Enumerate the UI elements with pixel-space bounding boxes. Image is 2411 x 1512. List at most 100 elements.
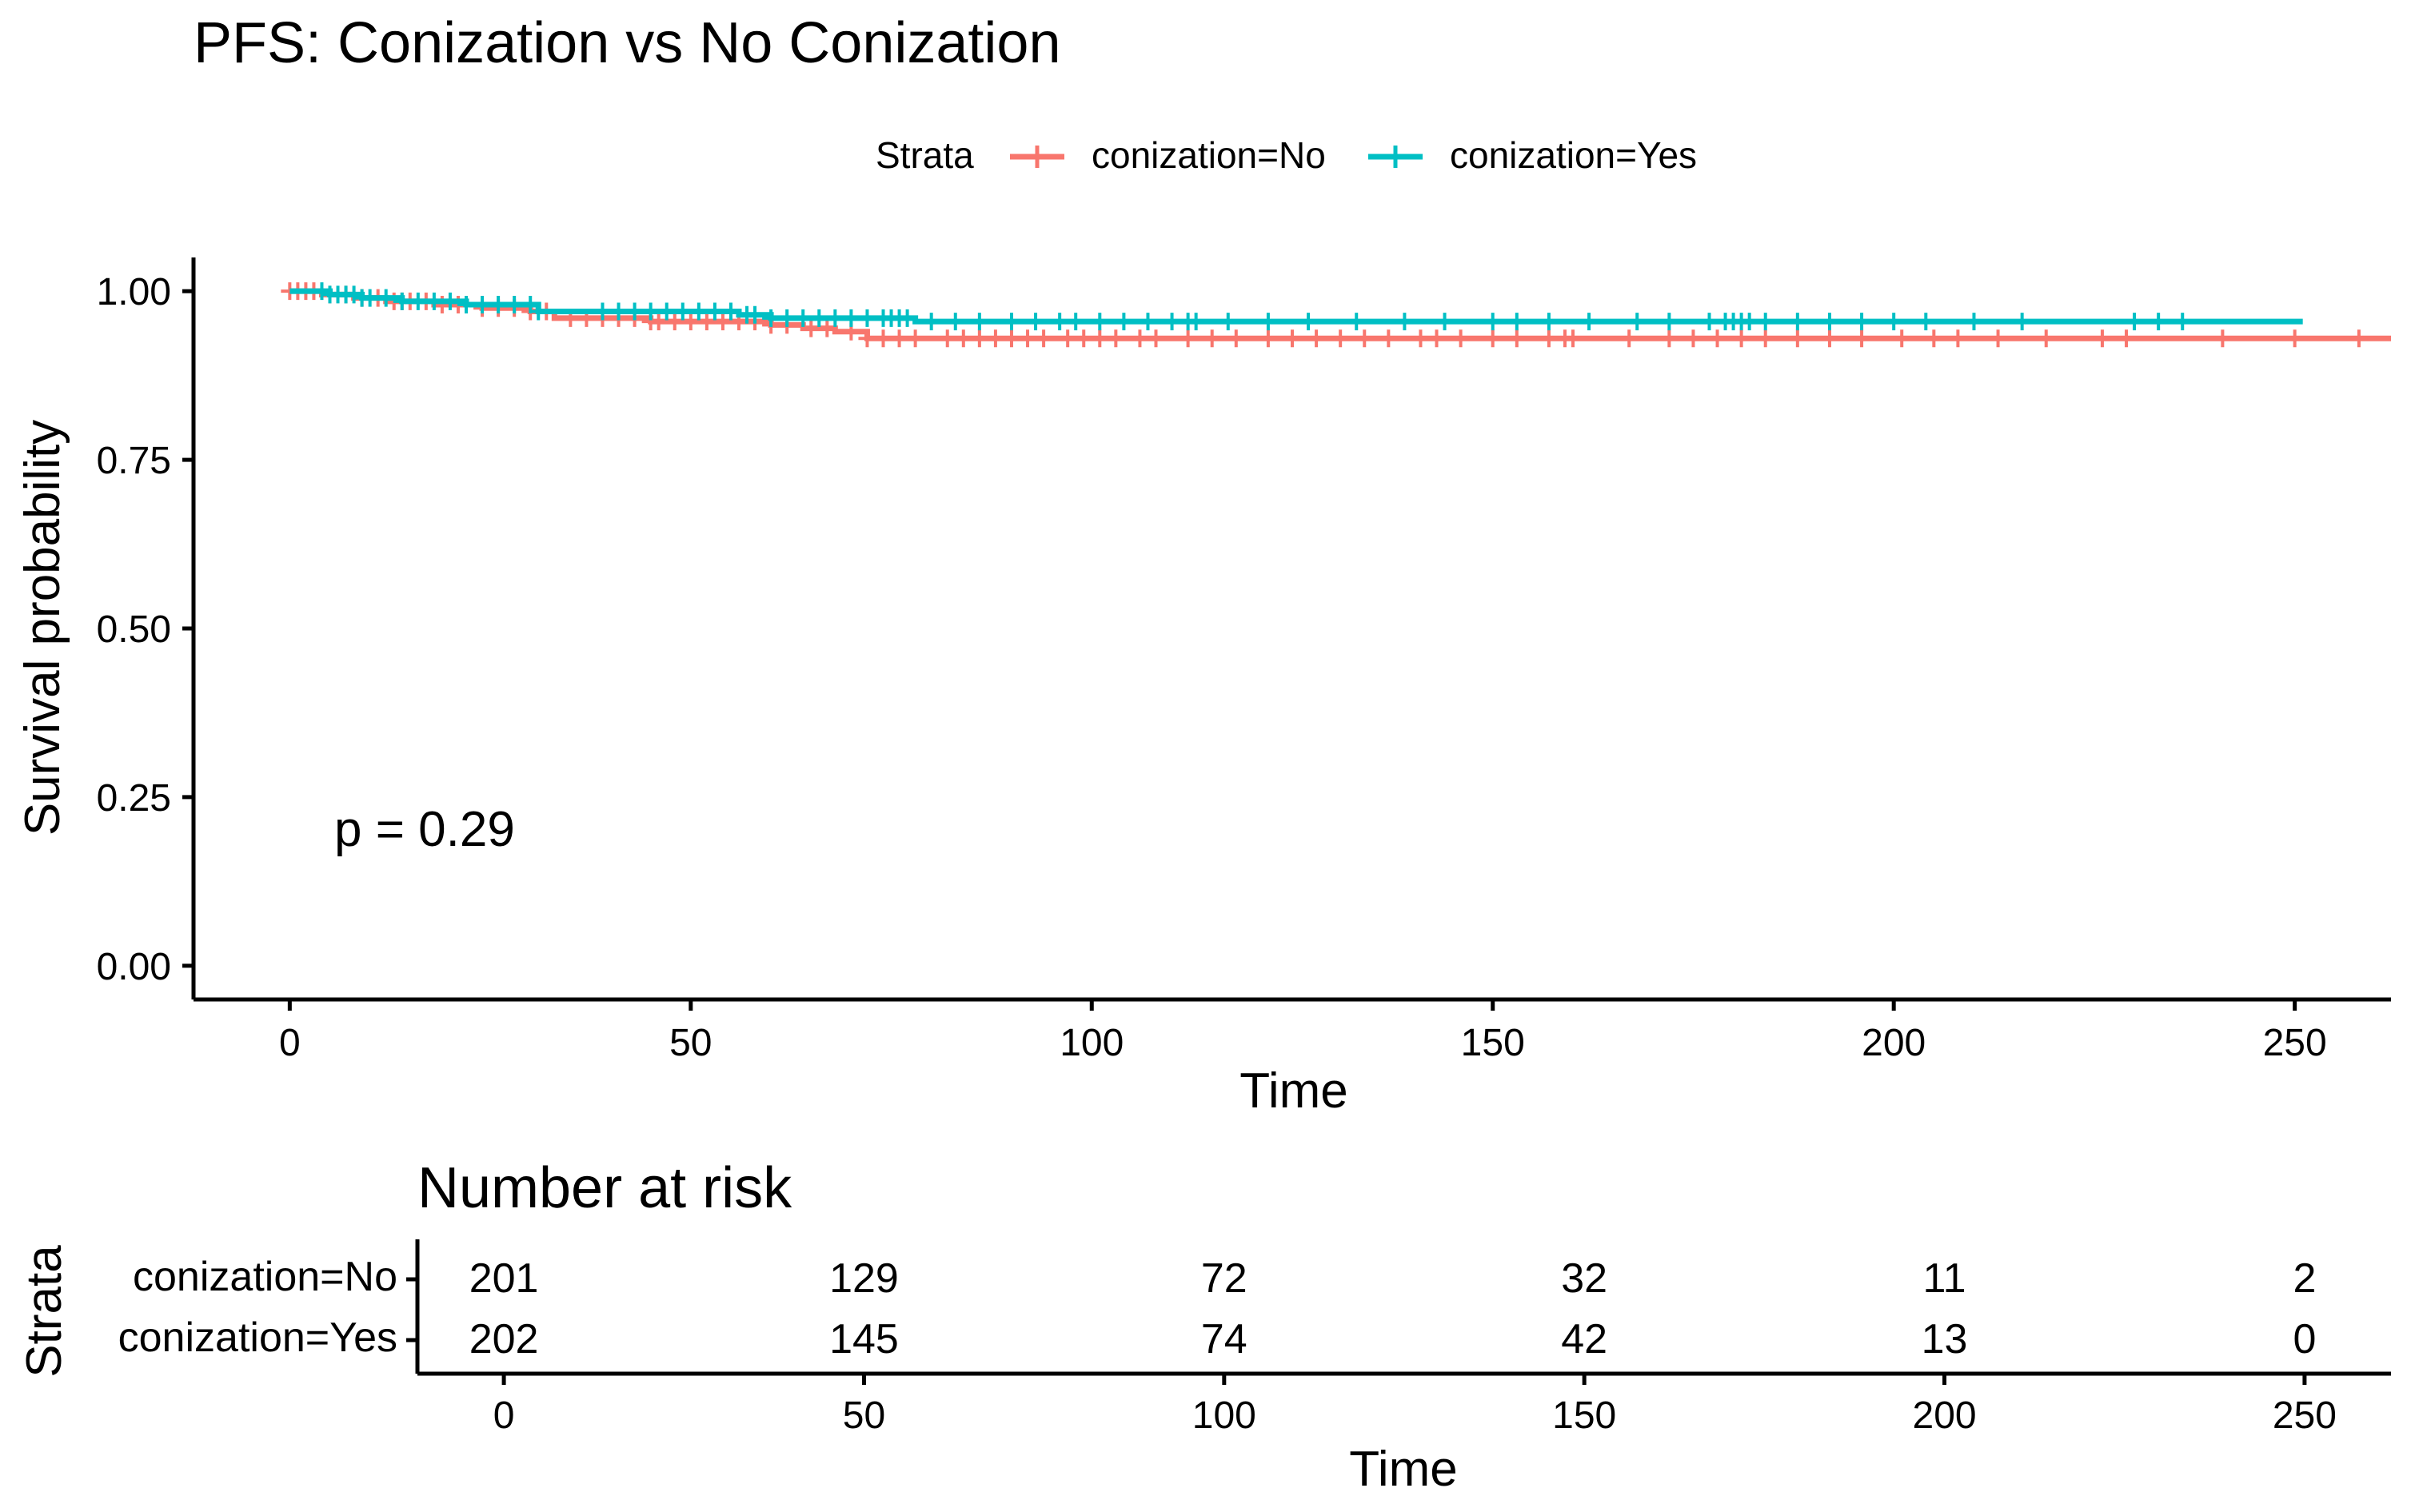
- risk-cell: 201: [469, 1255, 539, 1302]
- y-tick-label: 0.00: [97, 946, 171, 988]
- censor-mark: [858, 329, 876, 348]
- risk-table-axes: 0 50 100 150 200 250: [406, 1239, 2391, 1437]
- censor-mark: [2037, 329, 2055, 348]
- risk-x-tick-label: 50: [843, 1394, 885, 1437]
- censor-mark: [778, 309, 796, 327]
- censor-mark: [1259, 313, 1277, 331]
- censor-mark: [1732, 329, 1750, 348]
- p-value-annotation: p = 0.29: [334, 802, 515, 857]
- censor-mark: [1075, 329, 1093, 348]
- censor-mark: [1059, 329, 1077, 348]
- censor-mark: [2118, 329, 2136, 348]
- censor-mark: [697, 313, 716, 331]
- censor-mark: [1283, 329, 1301, 348]
- censor-mark: [1331, 329, 1350, 348]
- censor-mark: [1002, 329, 1020, 348]
- censor-mark: [1035, 329, 1053, 348]
- censor-mark: [1483, 313, 1502, 331]
- x-tick-label: 100: [1060, 1022, 1124, 1064]
- censor-mark: [1259, 329, 1277, 348]
- censor-mark: [1949, 329, 1967, 348]
- censor-mark: [970, 329, 988, 348]
- censor-mark: [1483, 329, 1502, 348]
- censor-mark: [762, 309, 780, 327]
- censor-mark: [1051, 313, 1069, 331]
- censor-mark: [1684, 329, 1702, 348]
- censor-mark: [746, 305, 764, 324]
- censor-mark: [818, 319, 836, 337]
- censor-mark: [689, 302, 708, 321]
- censor-mark: [890, 329, 908, 348]
- censor-mark: [393, 292, 411, 310]
- censor-mark: [2349, 329, 2368, 348]
- risk-row-label-no: conization=No: [133, 1254, 397, 1300]
- censor-mark: [898, 309, 916, 327]
- risk-row-label-yes: conization=Yes: [118, 1315, 397, 1361]
- censor-mark: [946, 313, 964, 331]
- censor-mark: [1067, 313, 1085, 331]
- risk-cell: 72: [1201, 1255, 1247, 1302]
- y-tick-label: 0.50: [97, 608, 171, 651]
- censor-mark: [1756, 313, 1774, 331]
- legend-title: Strata: [876, 134, 974, 176]
- censor-mark: [657, 302, 676, 321]
- censor-mark: [842, 309, 860, 327]
- risk-x-tick-label: 250: [2273, 1394, 2337, 1437]
- censor-mark: [505, 296, 524, 314]
- censor-mark: [1820, 329, 1838, 348]
- censor-mark: [1347, 313, 1366, 331]
- censor-mark: [1539, 329, 1558, 348]
- series-no: [281, 282, 2391, 348]
- x-tick-label: 250: [2263, 1022, 2327, 1064]
- censor-mark: [1853, 329, 1871, 348]
- y-tick-label: 0.25: [97, 777, 171, 820]
- censor-mark: [794, 309, 812, 327]
- censor-mark: [1219, 313, 1237, 331]
- censor-mark: [1740, 313, 1758, 331]
- censor-mark: [529, 302, 548, 321]
- censor-mark: [970, 313, 988, 331]
- risk-table: Number at risk 201 129 72 32 11 2 202 145 74 42 13…: [17, 1156, 2391, 1497]
- risk-x-tick-label: 150: [1552, 1394, 1616, 1437]
- censor-mark: [1435, 313, 1454, 331]
- risk-cell: 129: [829, 1255, 899, 1302]
- risk-cell: 145: [829, 1316, 899, 1362]
- risk-cell: 11: [1923, 1255, 1966, 1302]
- censor-mark: [1539, 313, 1558, 331]
- survival-axes: 0.00 0.25 0.50 0.75 1.00 0 50 100 150 200 250: [97, 257, 2391, 1064]
- censor-mark: [705, 302, 724, 321]
- censor-mark: [1708, 329, 1726, 348]
- censor-mark: [361, 289, 379, 307]
- censor-mark: [409, 292, 427, 310]
- censor-mark: [345, 285, 363, 304]
- risk-x-tick-label: 0: [493, 1394, 515, 1437]
- censor-mark: [922, 313, 940, 331]
- censor-mark: [1379, 329, 1398, 348]
- censor-mark: [826, 309, 844, 327]
- censor-mark: [1700, 313, 1718, 331]
- censor-mark: [2093, 329, 2111, 348]
- censor-mark: [1227, 329, 1245, 348]
- censor-mark: [1507, 313, 1526, 331]
- censor-mark: [858, 309, 876, 327]
- censor-mark: [665, 313, 684, 331]
- censor-mark: [1965, 313, 1983, 331]
- censor-mark: [625, 302, 644, 321]
- censor-mark: [1203, 329, 1221, 348]
- censor-mark: [713, 313, 732, 331]
- censor-mark: [377, 289, 395, 307]
- censor-mark: [1620, 329, 1639, 348]
- censor-mark: [986, 329, 1004, 348]
- censor-mark: [1853, 313, 1871, 331]
- censor-mark: [1820, 313, 1838, 331]
- censor-mark: [1917, 313, 1935, 331]
- censor-mark: [425, 292, 443, 310]
- risk-table-title: Number at risk: [417, 1156, 792, 1220]
- censor-mark: [802, 319, 820, 337]
- censor-mark: [2285, 329, 2304, 348]
- censor-mark: [673, 302, 692, 321]
- y-axis-title: Survival probability: [15, 420, 70, 836]
- censor-mark: [1660, 313, 1679, 331]
- censor-mark: [2150, 313, 2168, 331]
